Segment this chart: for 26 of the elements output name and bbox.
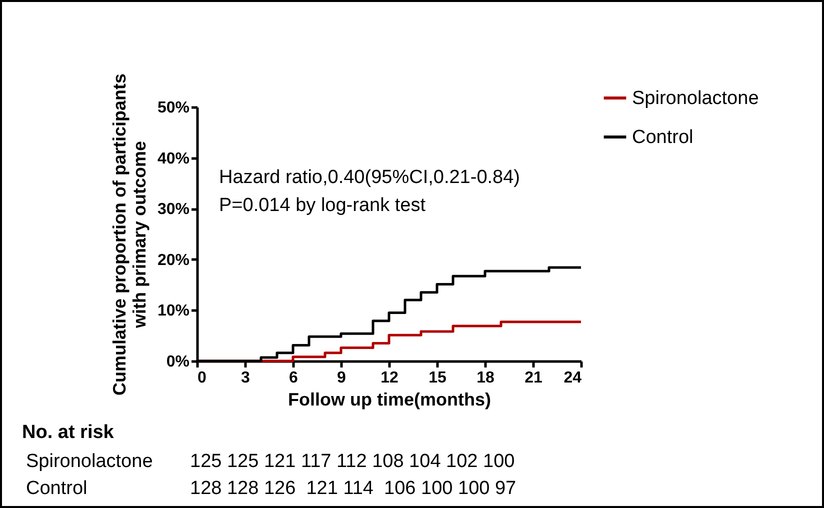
annotation: P=0.014 by log-rank test — [219, 195, 426, 216]
x-tick-label: 15 — [428, 370, 446, 386]
x-tick-label: 24 — [564, 370, 582, 386]
x-axis-title: Follow up time(months) — [288, 390, 491, 410]
x-tick-label: 21 — [524, 370, 542, 386]
y-tick-label: 50% — [157, 100, 190, 116]
x-tick-label: 6 — [289, 370, 298, 386]
text: Spironolactone — [26, 451, 153, 473]
y-tick-label: 0% — [166, 354, 190, 370]
annotation: Hazard ratio,0.40(95%CI,0.21-0.84) — [219, 167, 520, 188]
text: 125 125 121 117 112 108 104 102 100 — [190, 451, 515, 473]
x-tick-label: 3 — [241, 370, 250, 386]
legend-label: Spironolactone — [632, 88, 759, 109]
text: 128 128 126 121 114 106 100 100 97 — [190, 478, 516, 500]
x-tick-label: 9 — [337, 370, 346, 386]
y-tick-label: 10% — [157, 302, 190, 320]
legend-label: Control — [632, 127, 694, 148]
x-tick-label: 18 — [476, 370, 494, 386]
text: No. at risk — [22, 422, 114, 444]
y-axis-title: Cumulative proportion of participants with primary outcome — [109, 73, 150, 396]
x-tick-label: 12 — [380, 370, 398, 386]
y-tick-label: 30% — [157, 201, 190, 218]
x-tick-label: 0 — [198, 370, 206, 386]
text: Control — [26, 478, 88, 500]
y-tick-label: 20% — [157, 252, 190, 269]
y-tick-label: 40% — [157, 150, 190, 168]
